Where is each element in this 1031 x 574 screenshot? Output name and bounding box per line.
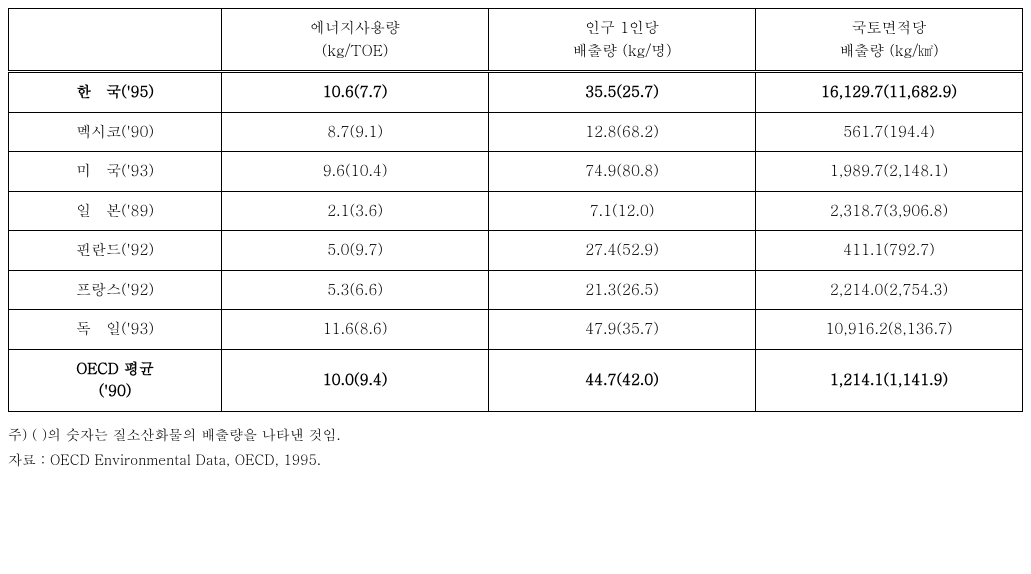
cell-per-area: 2,318.7(3,906.8) [756,191,1023,231]
cell-per-capita: 27.4(52.9) [489,231,756,271]
table-row: 멕시코('90) 8.7(9.1) 12.8(68.2) 561.7(194.4… [9,112,1023,152]
header-per-capita: 인구 1인당 배출량 (kg/명) [489,9,756,72]
cell-country: 미 국('93) [9,152,222,192]
cell-energy: 8.7(9.1) [222,112,489,152]
header-per-area-line1: 국토면적당 [852,17,927,38]
header-empty [9,9,222,72]
cell-energy: 10.6(7.7) [222,72,489,113]
cell-energy: 10.0(9.4) [222,349,489,411]
cell-per-area: 411.1(792.7) [756,231,1023,271]
cell-country: 멕시코('90) [9,112,222,152]
oecd-year: ('90) [99,380,132,401]
footnote-2: 자료 : OECD Environmental Data, OECD, 1995… [8,447,1023,472]
cell-per-area: 2,214.0(2,754.3) [756,270,1023,310]
table-header: 에너지사용량 (kg/TOE) 인구 1인당 배출량 (kg/명) 국토면적당 … [9,9,1023,72]
cell-energy: 5.0(9.7) [222,231,489,271]
table-row: 핀란드('92) 5.0(9.7) 27.4(52.9) 411.1(792.7… [9,231,1023,271]
header-row: 에너지사용량 (kg/TOE) 인구 1인당 배출량 (kg/명) 국토면적당 … [9,9,1023,72]
header-energy-line2: (kg/TOE) [322,40,389,61]
cell-energy: 2.1(3.6) [222,191,489,231]
cell-country: 독 일('93) [9,310,222,350]
cell-country: 한 국('95) [9,72,222,113]
header-per-capita-line1: 인구 1인당 [585,17,659,38]
cell-per-area: 561.7(194.4) [756,112,1023,152]
cell-per-area: 1,989.7(2,148.1) [756,152,1023,192]
cell-country: OECD 평균 ('90) [9,349,222,411]
cell-per-capita: 7.1(12.0) [489,191,756,231]
cell-per-capita: 74.9(80.8) [489,152,756,192]
footnotes: 주) ( )의 숫자는 질소산화물의 배출량을 나타낸 것임. 자료 : OEC… [8,422,1023,472]
cell-country: 프랑스('92) [9,270,222,310]
header-per-area-line2: 배출량 (kg/㎢) [839,40,938,61]
table-row: 일 본('89) 2.1(3.6) 7.1(12.0) 2,318.7(3,90… [9,191,1023,231]
cell-energy: 11.6(8.6) [222,310,489,350]
cell-per-capita: 12.8(68.2) [489,112,756,152]
header-per-capita-line2: 배출량 (kg/명) [572,40,671,61]
cell-per-area: 16,129.7(11,682.9) [756,72,1023,113]
oecd-label: OECD 평균 [76,358,154,379]
table-row: 미 국('93) 9.6(10.4) 74.9(80.8) 1,989.7(2,… [9,152,1023,192]
cell-per-area: 10,916.2(8,136.7) [756,310,1023,350]
cell-energy: 5.3(6.6) [222,270,489,310]
emissions-table: 에너지사용량 (kg/TOE) 인구 1인당 배출량 (kg/명) 국토면적당 … [8,8,1023,412]
cell-country: 일 본('89) [9,191,222,231]
cell-energy: 9.6(10.4) [222,152,489,192]
footnote-1: 주) ( )의 숫자는 질소산화물의 배출량을 나타낸 것임. [8,422,1023,447]
table-row: 한 국('95) 10.6(7.7) 35.5(25.7) 16,129.7(1… [9,72,1023,113]
table-row: OECD 평균 ('90) 10.0(9.4) 44.7(42.0) 1,214… [9,349,1023,411]
header-energy: 에너지사용량 (kg/TOE) [222,9,489,72]
table-row: 독 일('93) 11.6(8.6) 47.9(35.7) 10,916.2(8… [9,310,1023,350]
table-row: 프랑스('92) 5.3(6.6) 21.3(26.5) 2,214.0(2,7… [9,270,1023,310]
table-body: 한 국('95) 10.6(7.7) 35.5(25.7) 16,129.7(1… [9,72,1023,412]
cell-per-area: 1,214.1(1,141.9) [756,349,1023,411]
cell-per-capita: 35.5(25.7) [489,72,756,113]
cell-country: 핀란드('92) [9,231,222,271]
header-per-area: 국토면적당 배출량 (kg/㎢) [756,9,1023,72]
cell-per-capita: 44.7(42.0) [489,349,756,411]
cell-per-capita: 47.9(35.7) [489,310,756,350]
cell-per-capita: 21.3(26.5) [489,270,756,310]
header-energy-line1: 에너지사용량 [310,17,400,38]
